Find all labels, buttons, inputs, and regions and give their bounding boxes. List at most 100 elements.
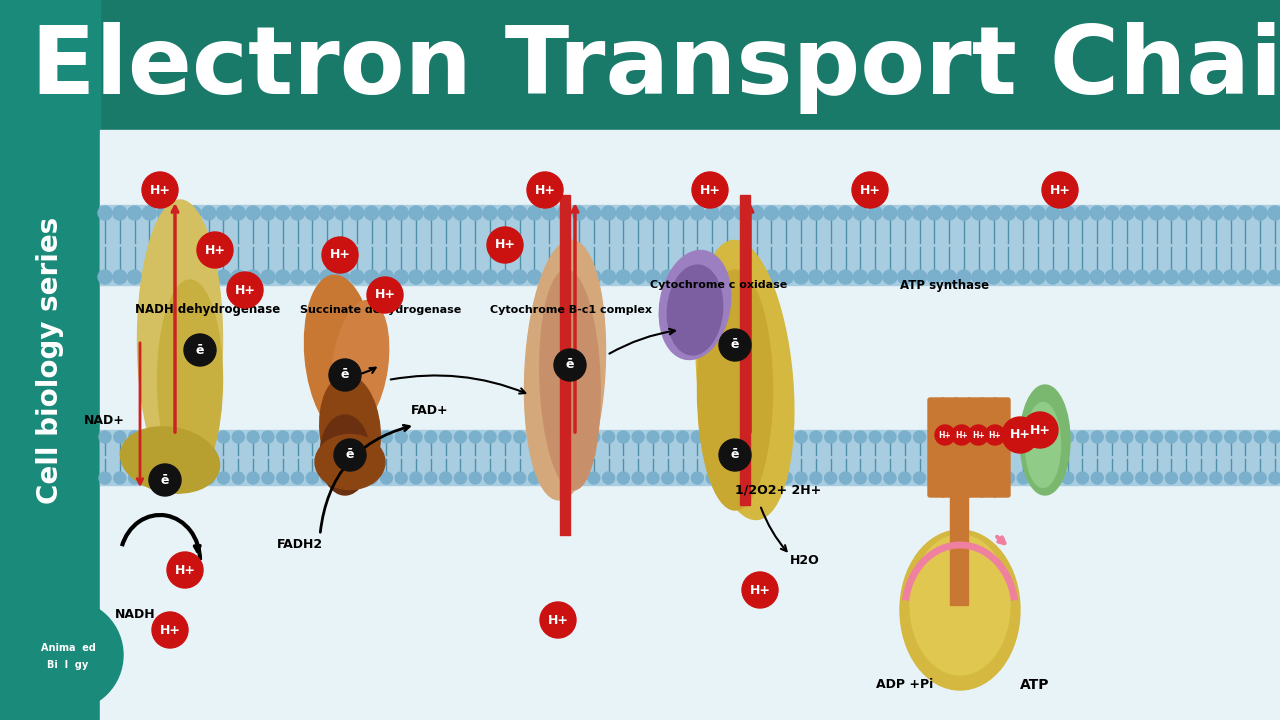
Circle shape: [172, 206, 186, 220]
Circle shape: [543, 206, 557, 220]
Circle shape: [1061, 431, 1074, 443]
Circle shape: [394, 206, 408, 220]
Bar: [100, 130, 1280, 720]
Circle shape: [1135, 472, 1148, 484]
Circle shape: [721, 431, 733, 443]
Circle shape: [410, 270, 422, 284]
Circle shape: [1194, 270, 1208, 284]
Circle shape: [1120, 206, 1134, 220]
Circle shape: [216, 270, 230, 284]
Circle shape: [1001, 270, 1015, 284]
Text: FAD+: FAD+: [411, 403, 449, 416]
Circle shape: [972, 270, 986, 284]
Circle shape: [646, 270, 660, 284]
Circle shape: [1121, 472, 1133, 484]
Circle shape: [172, 270, 186, 284]
Circle shape: [1106, 431, 1119, 443]
Circle shape: [736, 472, 748, 484]
Circle shape: [1105, 270, 1119, 284]
Circle shape: [1061, 206, 1075, 220]
Circle shape: [379, 270, 393, 284]
Circle shape: [13, 600, 123, 710]
Circle shape: [321, 431, 333, 443]
Circle shape: [884, 431, 896, 443]
Circle shape: [914, 431, 925, 443]
Circle shape: [765, 431, 777, 443]
Circle shape: [1196, 472, 1207, 484]
Circle shape: [202, 270, 215, 284]
Bar: [100, 430, 1280, 485]
Circle shape: [824, 206, 837, 220]
Circle shape: [1210, 472, 1221, 484]
Circle shape: [1208, 206, 1222, 220]
Circle shape: [470, 431, 481, 443]
Circle shape: [275, 206, 289, 220]
Circle shape: [1076, 431, 1088, 443]
Circle shape: [646, 206, 660, 220]
Circle shape: [218, 431, 229, 443]
Circle shape: [484, 431, 497, 443]
Text: H+: H+: [699, 184, 721, 197]
Circle shape: [750, 472, 763, 484]
Circle shape: [454, 472, 466, 484]
Circle shape: [928, 472, 941, 484]
Circle shape: [1165, 270, 1179, 284]
Circle shape: [99, 431, 111, 443]
Circle shape: [780, 206, 794, 220]
Circle shape: [276, 472, 289, 484]
Circle shape: [942, 270, 956, 284]
Circle shape: [246, 270, 260, 284]
Circle shape: [1032, 472, 1044, 484]
Circle shape: [394, 270, 408, 284]
Circle shape: [468, 206, 483, 220]
FancyBboxPatch shape: [980, 398, 997, 497]
Circle shape: [159, 472, 170, 484]
Circle shape: [1268, 431, 1280, 443]
Text: ē: ē: [566, 359, 575, 372]
Text: Electron Transport Chain: Electron Transport Chain: [31, 22, 1280, 114]
Circle shape: [148, 464, 180, 496]
Circle shape: [128, 270, 142, 284]
Circle shape: [928, 270, 941, 284]
Circle shape: [969, 425, 988, 445]
Circle shape: [810, 472, 822, 484]
Circle shape: [646, 431, 659, 443]
Circle shape: [602, 270, 616, 284]
Circle shape: [486, 227, 524, 263]
Circle shape: [114, 431, 125, 443]
Circle shape: [1179, 206, 1193, 220]
Text: H+: H+: [234, 284, 256, 297]
Text: FADH2: FADH2: [276, 539, 323, 552]
Circle shape: [677, 431, 689, 443]
Circle shape: [1047, 431, 1059, 443]
Circle shape: [1165, 431, 1178, 443]
Circle shape: [1091, 270, 1105, 284]
Circle shape: [957, 206, 972, 220]
Circle shape: [1224, 270, 1238, 284]
Circle shape: [247, 431, 259, 443]
Circle shape: [513, 431, 526, 443]
Circle shape: [1239, 431, 1252, 443]
Circle shape: [1268, 206, 1280, 220]
Circle shape: [1224, 206, 1238, 220]
Circle shape: [498, 270, 512, 284]
Circle shape: [334, 439, 366, 471]
Circle shape: [1225, 431, 1236, 443]
Circle shape: [306, 206, 319, 220]
Circle shape: [662, 472, 673, 484]
Circle shape: [1196, 431, 1207, 443]
Circle shape: [1076, 472, 1088, 484]
Circle shape: [1239, 472, 1252, 484]
Circle shape: [1208, 270, 1222, 284]
Circle shape: [1253, 206, 1267, 220]
Circle shape: [750, 431, 763, 443]
Circle shape: [1091, 206, 1105, 220]
Text: H+: H+: [160, 624, 180, 636]
Circle shape: [499, 431, 511, 443]
Circle shape: [1225, 472, 1236, 484]
Circle shape: [187, 270, 201, 284]
Circle shape: [1030, 270, 1044, 284]
Circle shape: [1134, 206, 1148, 220]
Circle shape: [275, 270, 289, 284]
Circle shape: [323, 237, 358, 273]
